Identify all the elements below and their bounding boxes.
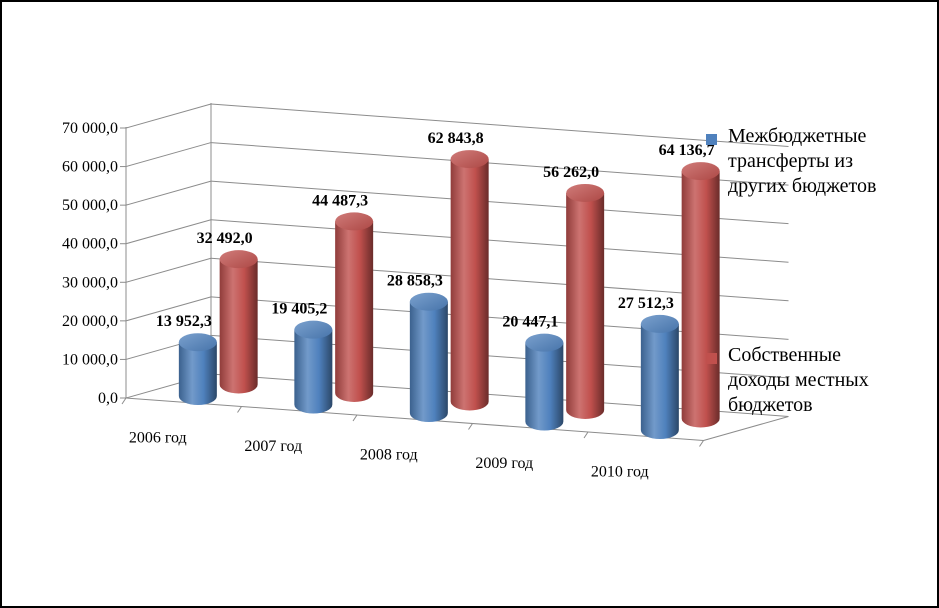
bar-body	[681, 171, 720, 428]
bar-own-revenues	[450, 150, 489, 411]
data-label-transfers: 19 405,2	[271, 301, 327, 318]
data-label-transfers: 20 447,1	[502, 314, 558, 331]
legend-line: Межбюджетные	[728, 125, 867, 147]
y-axis: 0,0 10 000,0 20 000,0 30 000,0 40 000,0 50 00…	[62, 120, 126, 407]
data-label-transfers: 27 512,3	[618, 295, 674, 312]
bar-cap	[294, 320, 333, 339]
y-tick-label: 60 000,0	[62, 159, 118, 176]
bar-cap	[566, 183, 605, 202]
legend-swatch-transfers	[706, 134, 717, 145]
y-tick-label: 70 000,0	[62, 120, 118, 137]
chart-walls	[125, 103, 212, 398]
bars	[178, 150, 720, 440]
y-tick-label: 10 000,0	[62, 351, 118, 368]
chart-floor	[121, 397, 789, 447]
bar-body	[566, 192, 605, 419]
bar-own-revenues	[335, 212, 374, 402]
y-tick-label: 0,0	[98, 390, 118, 407]
bar-transfers	[178, 333, 217, 406]
data-label-own-revenues: 56 262,0	[543, 164, 599, 181]
bar-transfers	[294, 320, 333, 414]
bar-transfers	[525, 333, 564, 431]
floor-front-edge	[125, 397, 704, 441]
data-label-transfers: 28 858,3	[387, 273, 443, 290]
bar-body	[450, 159, 489, 411]
bar-body	[178, 342, 217, 406]
data-label-own-revenues: 32 492,0	[197, 230, 253, 247]
data-label-own-revenues: 64 136,7	[659, 142, 715, 159]
y-tick-label: 20 000,0	[62, 313, 118, 330]
bar-cap	[178, 333, 217, 352]
data-label-own-revenues: 62 843,8	[428, 130, 484, 147]
bar-transfers	[409, 292, 448, 423]
bar-cap	[335, 212, 374, 231]
x-tick-mark	[583, 431, 589, 439]
x-axis: 2006 год 2007 год 2008 год 2009 год 2010 год	[129, 429, 649, 480]
legend-line: трансферты из	[728, 150, 854, 172]
legend-line: доходы местных	[728, 369, 869, 391]
x-category-label: 2007 год	[244, 438, 302, 455]
bar-own-revenues	[566, 183, 605, 419]
x-category-label: 2008 год	[360, 446, 418, 463]
x-tick-mark	[699, 440, 704, 447]
y-tick-label: 30 000,0	[62, 274, 118, 291]
y-tick-label: 40 000,0	[62, 236, 118, 253]
bar-body	[640, 323, 679, 440]
bar-body	[219, 259, 258, 394]
back-wall-gridline	[210, 103, 789, 147]
legend-line: Собственные	[728, 344, 842, 366]
x-tick-mark	[121, 397, 127, 405]
x-category-label: 2010 год	[591, 463, 649, 480]
legend-line: бюджетов	[728, 394, 813, 416]
bar-body	[409, 301, 448, 423]
side-wall-gridline	[125, 257, 212, 283]
side-wall-gridline	[125, 142, 212, 168]
data-labels: 32 492,0 44 487,3 62 843,8 56 262,0 64 136,7…	[156, 130, 715, 331]
bar-body	[335, 221, 374, 402]
side-wall-gridline	[125, 296, 212, 322]
legend-swatch-own-revenues	[706, 353, 717, 364]
bar-cap	[681, 162, 720, 181]
y-tick-label: 50 000,0	[62, 197, 118, 214]
x-category-label: 2006 год	[129, 429, 187, 446]
bar-cap	[219, 250, 258, 269]
x-tick-mark	[468, 423, 473, 430]
side-wall-gridline	[125, 180, 212, 206]
bar-transfers	[640, 314, 679, 440]
bar-body	[294, 329, 333, 414]
bar-cap	[525, 333, 564, 352]
bar-cap	[409, 292, 448, 311]
side-wall-gridline	[125, 103, 212, 129]
legend-label-transfers: Межбюджетные трансферты из других бюджет…	[728, 124, 936, 199]
bar-cap	[450, 150, 489, 169]
legend-line: других бюджетов	[728, 175, 877, 197]
bar-body	[525, 342, 564, 431]
x-category-label: 2009 год	[475, 455, 533, 472]
legend-label-own-revenues: Собственные доходы местных бюджетов	[728, 343, 936, 418]
data-label-transfers: 13 952,3	[156, 313, 212, 330]
side-wall-gridline	[125, 219, 212, 245]
x-tick-mark	[237, 406, 242, 413]
bar-cap	[640, 314, 679, 333]
x-tick-mark	[352, 414, 358, 422]
floor-right-edge	[703, 416, 789, 441]
bar-own-revenues	[681, 162, 720, 428]
bar-own-revenues	[219, 250, 258, 394]
data-label-own-revenues: 44 487,3	[312, 192, 368, 209]
